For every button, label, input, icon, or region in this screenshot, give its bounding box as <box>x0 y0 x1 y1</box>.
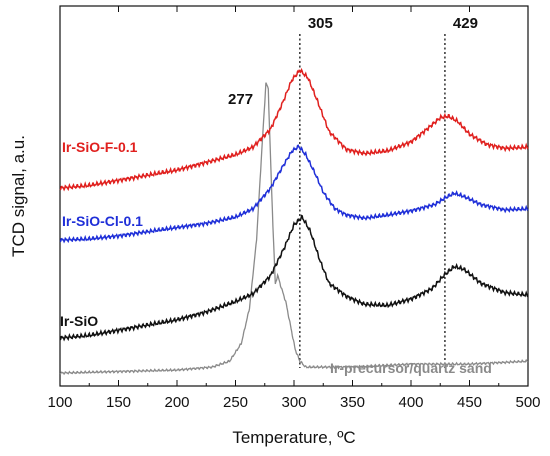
series-label-ir-precursor-quartz-sand: Ir-precursor/quartz sand <box>330 360 492 376</box>
peak-reference-lines <box>299 34 446 368</box>
peak-label-429: 429 <box>453 15 478 32</box>
peak-label-305: 305 <box>308 15 333 32</box>
x-tick-label: 100 <box>47 394 72 411</box>
peak-label-277: 277 <box>228 91 253 108</box>
x-axis-title: Temperature, ºC <box>232 428 355 447</box>
series-line-ir-precursor-quartz-sand <box>59 82 529 376</box>
x-tick-label: 400 <box>398 394 423 411</box>
x-tick-label: 150 <box>106 394 131 411</box>
series-line-ir-sio <box>59 214 529 342</box>
series-label-ir-sio-cl-0-1: Ir-SiO-Cl-0.1 <box>62 213 143 229</box>
series-label-ir-sio: Ir-SiO <box>60 313 98 329</box>
x-tick-label: 250 <box>223 394 248 411</box>
series-line-ir-sio-f-0-1 <box>59 67 529 192</box>
annotation-labels: 277 305 429 Ir-SiO-F-0.1 Ir-SiO-Cl-0.1 Ir-SiO… <box>60 15 492 376</box>
y-axis-title: TCD signal, a.u. <box>9 135 28 257</box>
x-axis-ticks: 100 150 200 250 300 350 400 450 500 <box>47 6 541 411</box>
series-curves <box>59 67 529 376</box>
x-tick-label: 450 <box>457 394 482 411</box>
x-tick-label: 500 <box>515 394 540 411</box>
x-tick-label: 300 <box>281 394 306 411</box>
x-tick-label: 200 <box>164 394 189 411</box>
series-label-ir-sio-f-0-1: Ir-SiO-F-0.1 <box>62 139 138 155</box>
series-line-ir-sio-cl-0-1 <box>59 144 529 244</box>
x-tick-label: 350 <box>340 394 365 411</box>
